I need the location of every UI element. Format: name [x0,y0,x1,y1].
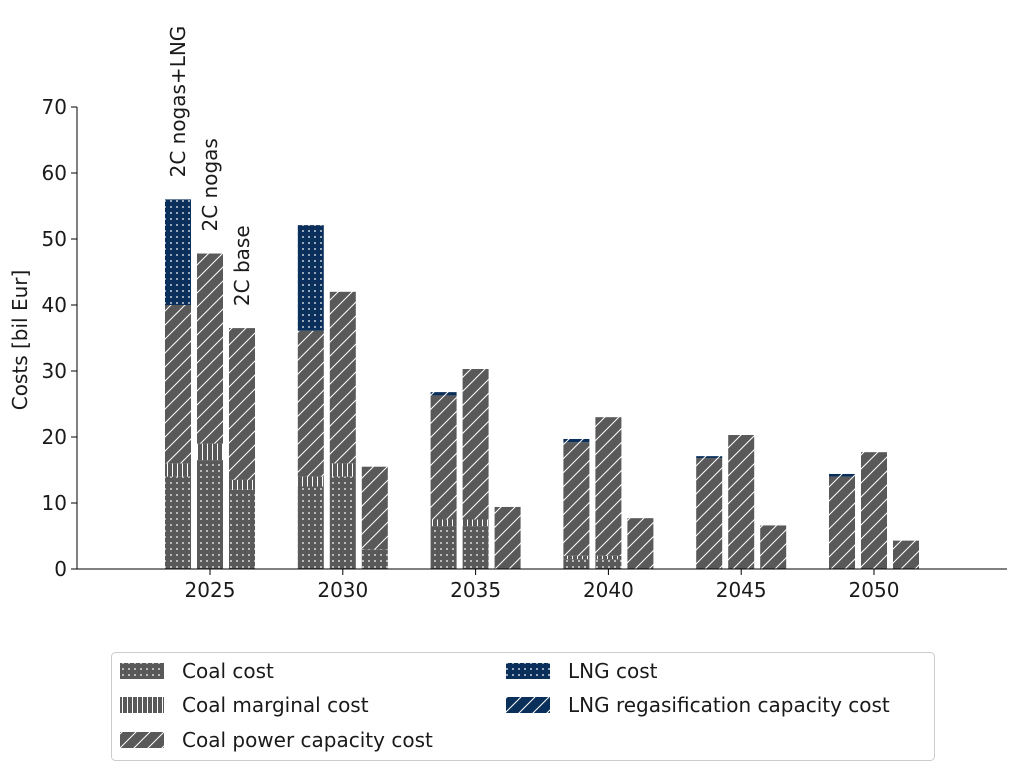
scenario-label-2c-nogas: 2C nogas [198,138,222,231]
bar-2050-2c-nogas-lng-coal-power-capacity-cost [829,476,855,569]
legend-item-coal-power-capacity-cost: Coal power capacity cost [120,728,433,752]
bar-2035-2c-nogas-lng-coal-cost [430,526,457,569]
bar-2030-2c-nogas-lng-coal-power-capacity-cost [297,330,324,477]
bar-2025-2c-nogas-coal-cost [197,460,223,569]
bar-2040-2c-nogas-lng-coal-cost [563,559,590,569]
bar-2035-2c-nogas-coal-cost [462,526,489,569]
legend-swatch-coal-cost [120,663,164,679]
y-tick-label: 60 [42,161,67,185]
bars-layer [165,199,919,569]
bar-2030-2c-nogas-lng-coal-marginal-cost [297,476,324,487]
bar-2035-2c-nogas-lng-coal-power-capacity-cost [430,395,457,520]
y-tick-label: 40 [42,293,67,317]
legend-label-coal-power-capacity-cost: Coal power capacity cost [182,728,433,752]
scenario-labels-layer: 2C nogas+LNG 2C nogas 2C base [166,26,254,306]
bar-2030-2c-base-coal-cost [361,549,388,569]
bar-2030-2c-nogas-coal-power-capacity-cost [329,291,356,464]
y-tick-label: 30 [42,359,67,383]
bar-2035-2c-base-coal-power-capacity-cost [494,506,521,569]
bar-2040-2c-nogas-lng-coal-power-capacity-cost [563,442,590,556]
x-tick-label: 2045 [716,578,767,602]
bar-2045-2c-base-coal-power-capacity-cost [760,525,787,569]
bar-2025-2c-base-coal-power-capacity-cost [229,328,255,480]
bar-2045-2c-nogas-coal-power-capacity-cost [728,435,755,569]
bar-2025-2c-base-coal-marginal-cost [229,479,255,490]
bar-2040-2c-nogas-coal-cost [595,559,622,569]
y-tick-label: 10 [42,491,67,515]
bar-2030-2c-nogas-lng-coal-cost [297,486,324,569]
bar-2040-2c-nogas-lng-lng-regasification-capacity-cost [563,438,590,443]
bar-2040-2c-nogas-coal-power-capacity-cost [595,417,622,556]
x-tick-label: 2050 [849,578,900,602]
legend-swatch-lng-regasification-capacity-cost [506,697,550,713]
y-axis-title: Costs [bil Eur] [8,270,32,411]
bar-2050-2c-nogas-coal-power-capacity-cost [861,452,887,569]
y-tick-label: 0 [54,557,67,581]
bar-2040-2c-nogas-lng-coal-marginal-cost [563,555,590,560]
legend-label-lng-cost: LNG cost [568,659,658,683]
legend-swatch-coal-marginal-cost [120,697,164,713]
legend-item-lng-cost: LNG cost [506,659,658,683]
bar-2025-2c-nogas-lng-coal-cost [165,476,191,569]
scenario-label-2c-base: 2C base [230,225,254,306]
bar-2045-2c-nogas-lng-coal-power-capacity-cost [696,458,723,569]
bar-2030-2c-nogas-coal-cost [329,476,356,569]
x-tick-label: 2035 [450,578,501,602]
bar-2050-2c-base-coal-power-capacity-cost [893,540,919,569]
bar-2040-2c-nogas-coal-marginal-cost [595,555,622,560]
bar-2030-2c-base-coal-power-capacity-cost [361,466,388,550]
bar-2025-2c-nogas-coal-marginal-cost [197,443,223,461]
scenario-label-2c-nogas-lng: 2C nogas+LNG [166,26,190,178]
legend-swatch-coal-power-capacity-cost [120,732,164,748]
bar-2025-2c-nogas-lng-coal-marginal-cost [165,463,191,477]
bar-2030-2c-nogas-coal-marginal-cost [329,463,356,477]
x-tick-label: 2030 [317,578,368,602]
legend-item-coal-cost: Coal cost [120,659,274,683]
bar-2035-2c-nogas-lng-lng-regasification-capacity-cost [430,392,457,396]
bar-2030-2c-nogas-lng-lng-cost [297,225,324,331]
x-tick-label: 2025 [185,578,236,602]
bar-2025-2c-base-coal-cost [229,489,255,569]
legend: Coal cost Coal marginal cost Coal power ca… [111,652,935,761]
y-tick-label: 20 [42,425,67,449]
bar-2025-2c-nogas-lng-coal-power-capacity-cost [165,305,191,464]
legend-label-coal-marginal-cost: Coal marginal cost [182,693,369,717]
bar-2045-2c-nogas-lng-lng-regasification-capacity-cost [696,456,723,459]
y-tick-label: 70 [42,95,67,119]
bar-2035-2c-nogas-coal-power-capacity-cost [462,369,489,520]
bar-2035-2c-nogas-lng-coal-marginal-cost [430,519,457,527]
y-tick-label: 50 [42,227,67,251]
bar-2025-2c-nogas-coal-power-capacity-cost [197,253,223,444]
legend-label-lng-regasification-capacity-cost: LNG regasification capacity cost [568,693,890,717]
bar-2050-2c-nogas-lng-lng-regasification-capacity-cost [829,473,855,477]
bar-2025-2c-nogas-lng-lng-cost [165,199,191,305]
bar-2035-2c-nogas-coal-marginal-cost [462,519,489,527]
x-tick-label: 2040 [583,578,634,602]
legend-item-lng-regasification-capacity-cost: LNG regasification capacity cost [506,693,890,717]
legend-item-coal-marginal-cost: Coal marginal cost [120,693,369,717]
bar-2040-2c-base-coal-power-capacity-cost [627,518,654,569]
legend-label-coal-cost: Coal cost [182,659,274,683]
legend-swatch-lng-cost [506,663,550,679]
